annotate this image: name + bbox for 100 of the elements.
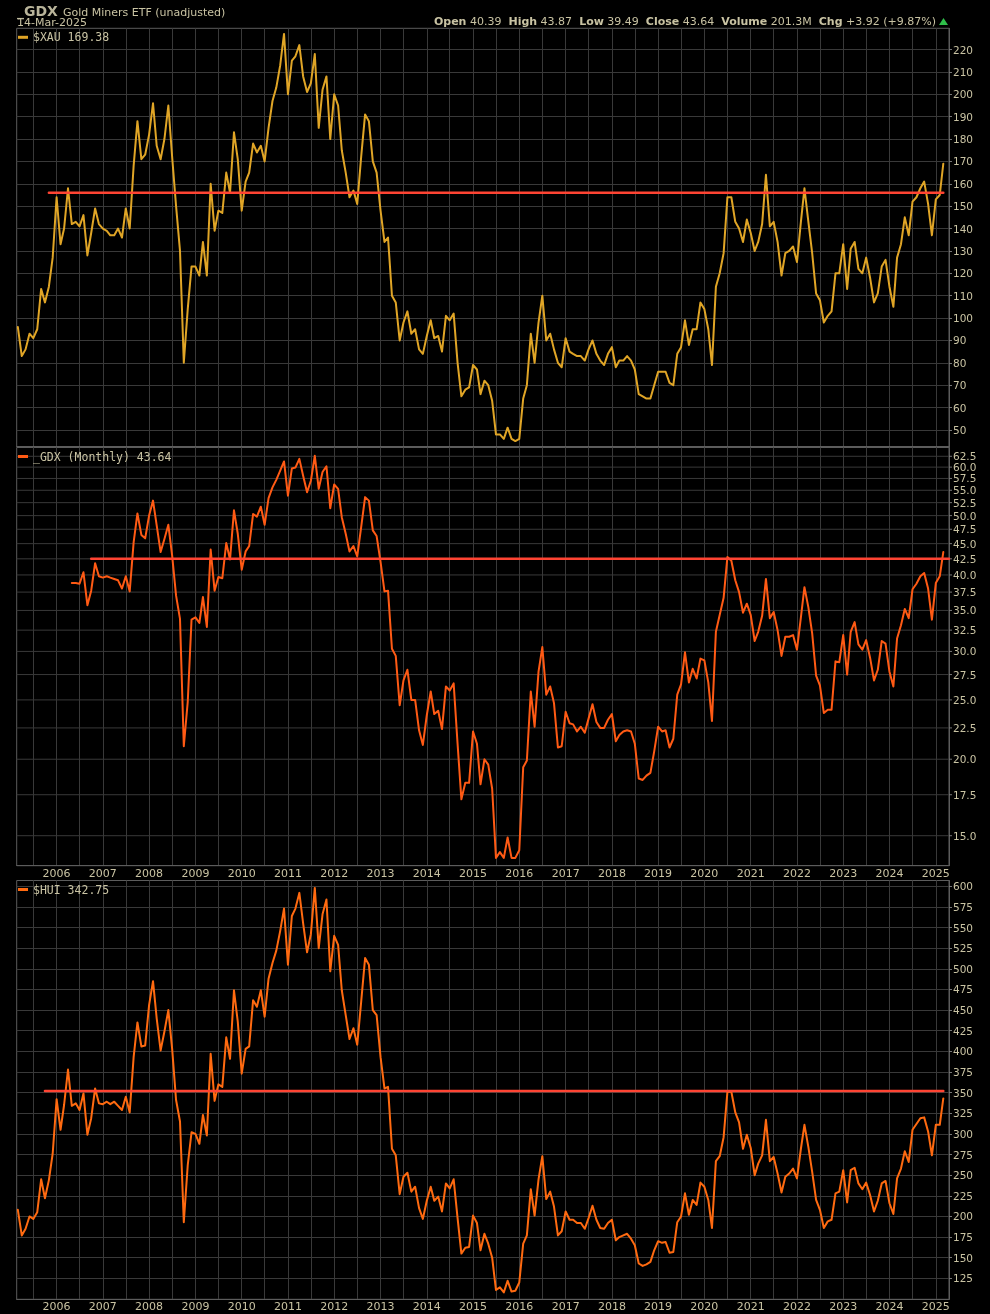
- x-tick-label: 2007: [88, 866, 117, 880]
- y-tick-label: 70: [953, 379, 967, 392]
- y-tick-label: 52.5: [953, 496, 977, 509]
- y-tick-label: 27.5: [953, 668, 977, 681]
- x-tick-label: 2014: [412, 1300, 441, 1314]
- x-tick-label: 2023: [829, 1300, 858, 1314]
- y-tick-label: 350: [953, 1086, 974, 1099]
- y-tick-label: 550: [953, 921, 974, 934]
- x-tick-label: 2015: [459, 1300, 488, 1314]
- text: Close 43.64: [645, 15, 715, 28]
- x-tick-label: 2016: [505, 1300, 534, 1314]
- legend-label: $XAU 169.38: [33, 30, 110, 45]
- y-tick-label: 30.0: [953, 645, 977, 658]
- x-tick-label: 2009: [181, 1300, 210, 1314]
- y-tick-label: 400: [953, 1045, 974, 1058]
- y-tick-label: 32.5: [953, 624, 977, 637]
- legend-label: _GDX (Monthly) 43.64: [33, 449, 172, 464]
- y-tick-label: 275: [953, 1148, 974, 1161]
- y-tick-label: 100: [953, 312, 974, 325]
- y-tick-label: 300: [953, 1127, 974, 1140]
- y-tick-label: 37.5: [953, 586, 977, 599]
- chart-title: _GDX: [17, 3, 58, 19]
- y-tick-label: 42.5: [953, 552, 977, 565]
- x-tick-label: 2007: [88, 1300, 117, 1314]
- y-tick-label: 125: [953, 1272, 974, 1285]
- y-tick-label: 90: [953, 334, 967, 347]
- x-tick-label: 2011: [273, 866, 302, 880]
- legend-label: $HUI 342.75: [33, 882, 110, 897]
- y-tick-label: 50: [953, 423, 967, 436]
- x-tick-label: 2022: [782, 866, 811, 880]
- y-tick-label: 190: [953, 110, 974, 123]
- y-tick-label: 22.5: [953, 721, 977, 734]
- x-tick-label: 2019: [644, 866, 673, 880]
- y-tick-label: 130: [953, 244, 974, 257]
- y-tick-label: 20.0: [953, 753, 977, 766]
- x-tick-label: 2012: [320, 1300, 349, 1314]
- x-tick-label: 2020: [690, 866, 719, 880]
- y-tick-label: 225: [953, 1189, 974, 1202]
- x-tick-label: 2020: [690, 1300, 719, 1314]
- y-tick-label: 150: [953, 1251, 974, 1264]
- x-tick-label: 2018: [597, 1300, 626, 1314]
- x-tick-label: 2024: [875, 1300, 904, 1314]
- y-tick-label: 450: [953, 1004, 974, 1017]
- y-tick-label: 220: [953, 43, 974, 56]
- x-tick-label: 2011: [273, 1300, 302, 1314]
- x-tick-label: 2021: [736, 1300, 765, 1314]
- y-tick-label: 62.5: [953, 450, 977, 463]
- x-tick-label: 2008: [135, 1300, 164, 1314]
- y-tick-label: 600: [953, 880, 974, 893]
- y-tick-label: 375: [953, 1065, 974, 1078]
- text: High 43.87: [508, 15, 573, 28]
- y-tick-label: 15.0: [953, 829, 977, 842]
- x-tick-label: 2014: [412, 866, 441, 880]
- y-tick-label: 160: [953, 177, 974, 190]
- y-tick-label: 180: [953, 133, 974, 146]
- y-tick-label: 60.0: [953, 461, 977, 474]
- x-tick-label: 2010: [227, 866, 256, 880]
- y-tick-label: 50.0: [953, 509, 977, 522]
- x-tick-label: 2010: [227, 1300, 256, 1314]
- x-tick-label: 2018: [597, 866, 626, 880]
- x-tick-label: 2009: [181, 866, 210, 880]
- y-tick-label: 17.5: [953, 788, 977, 801]
- y-tick-label: 47.5: [953, 523, 977, 536]
- x-tick-label: 2021: [736, 866, 765, 880]
- y-tick-label: 425: [953, 1024, 974, 1037]
- y-tick-label: 60: [953, 401, 967, 414]
- y-tick-label: 175: [953, 1231, 974, 1244]
- x-tick-label: 2025: [921, 866, 950, 880]
- y-tick-label: 325: [953, 1107, 974, 1120]
- y-tick-label: 475: [953, 983, 974, 996]
- x-tick-label: 2025: [921, 1300, 950, 1314]
- y-tick-label: 140: [953, 222, 974, 235]
- line-series: [16, 886, 945, 1294]
- y-tick-label: 120: [953, 267, 974, 280]
- x-tick-label: 2022: [782, 1300, 811, 1314]
- y-tick-label: 250: [953, 1169, 974, 1182]
- x-tick-label: 2008: [135, 866, 164, 880]
- x-tick-label: 2006: [42, 866, 71, 880]
- line-series: [16, 32, 945, 443]
- x-tick-label: 2019: [644, 1300, 673, 1314]
- y-tick-label: 45.0: [953, 537, 977, 550]
- x-tick-label: 2017: [551, 1300, 580, 1314]
- x-tick-label: 2024: [875, 866, 904, 880]
- x-tick-label: 2012: [320, 866, 349, 880]
- x-tick-label: 2023: [829, 866, 858, 880]
- y-tick-label: 110: [953, 289, 974, 302]
- x-tick-label: 2013: [366, 1300, 395, 1314]
- y-tick-label: 150: [953, 200, 974, 213]
- text: Open 40.39: [433, 15, 502, 28]
- y-tick-label: 170: [953, 155, 974, 168]
- y-tick-label: 210: [953, 65, 974, 78]
- annotation: 14-Mar-2025: [17, 16, 87, 29]
- x-tick-label: 2017: [551, 866, 580, 880]
- y-tick-label: 575: [953, 900, 974, 913]
- y-tick-label: 25.0: [953, 693, 977, 706]
- x-tick-label: 2016: [505, 866, 534, 880]
- x-tick-label: 2006: [42, 1300, 71, 1314]
- chart-subtitle: Gold Miners ETF (unadjusted): [62, 6, 226, 19]
- y-tick-label: 55.0: [953, 484, 977, 497]
- y-tick-label: 40.0: [953, 568, 977, 581]
